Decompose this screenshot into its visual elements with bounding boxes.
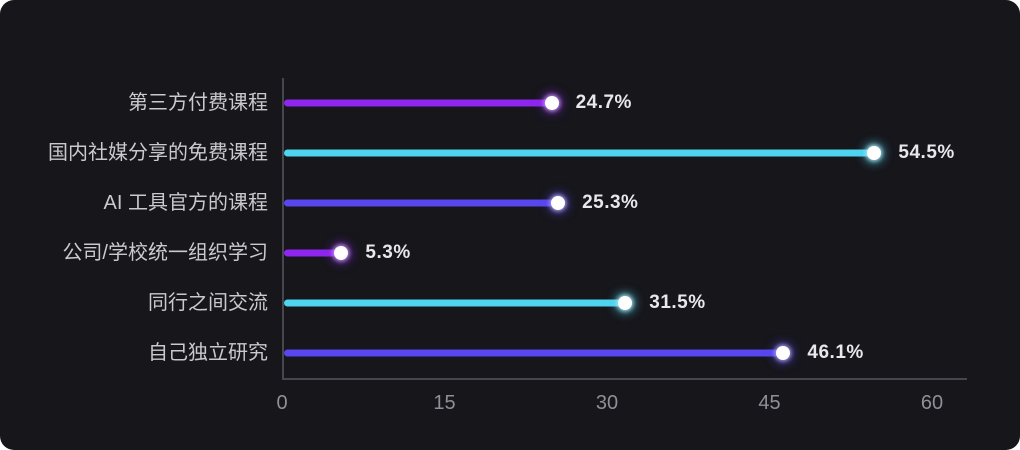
bar-row: 54.5% [284,128,967,178]
bar-row: 24.7% [284,78,967,128]
bar[interactable] [284,299,626,307]
x-tick-label: 60 [920,392,944,414]
value-label: 54.5% [898,142,955,163]
value-label: 5.3% [365,242,411,263]
x-tick-label: 30 [595,392,619,414]
category-label: 国内社媒分享的免费课程 [48,142,268,164]
value-label: 31.5% [649,292,706,313]
value-label: 46.1% [807,342,864,363]
value-label: 24.7% [575,92,632,113]
bar-row: 25.3% [284,178,967,228]
bar[interactable] [284,349,784,357]
bar-row: 31.5% [284,278,967,328]
data-point-dot[interactable] [618,296,633,310]
bar[interactable] [284,149,875,157]
category-label: 同行之间交流 [148,292,268,314]
data-point-dot[interactable] [867,146,882,160]
x-tick-label: 15 [433,392,456,414]
category-label: 公司/学校统一组织学习 [62,242,268,264]
category-label: 第三方付费课程 [128,92,268,114]
plot-area: 24.7% 54.5% 25.3% 5.3% 31.5% 46.1% [282,78,967,380]
data-point-dot[interactable] [551,196,566,210]
x-tick-label: 45 [758,392,781,414]
data-point-dot[interactable] [776,346,791,360]
bar-row: 5.3% [284,228,967,278]
x-tick-label: 0 [276,392,288,414]
bar[interactable] [284,249,342,257]
data-point-dot[interactable] [544,96,559,110]
category-label: AI 工具官方的课程 [103,192,268,214]
category-label: 自己独立研究 [148,342,268,364]
bar-row: 46.1% [284,328,967,378]
data-point-dot[interactable] [334,246,349,260]
bar[interactable] [284,99,552,107]
value-label: 25.3% [582,192,639,213]
bar[interactable] [284,199,559,207]
